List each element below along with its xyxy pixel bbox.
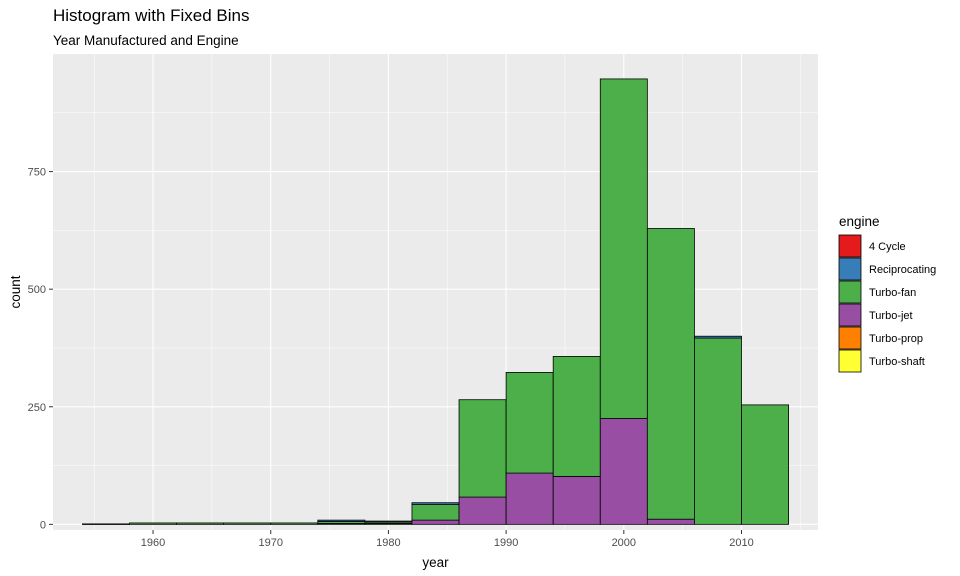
- chart-title: Histogram with Fixed Bins: [53, 6, 250, 25]
- bar-segment: [599, 78, 648, 419]
- bar-segment: [82, 523, 130, 525]
- legend-label-4-cycle: 4 Cycle: [869, 241, 906, 253]
- legend-label-reciprocating: Reciprocating: [869, 264, 936, 276]
- x-axis-title: year: [422, 555, 449, 570]
- x-tick-label: 2010: [729, 537, 753, 549]
- bar-segment: [646, 518, 695, 525]
- x-axis: 1960 1970 1980 1990 2000 2010: [141, 530, 754, 549]
- bar-segment: [552, 356, 601, 477]
- legend-key-turbo-jet: [838, 303, 862, 327]
- legend-key-4-cycle: [838, 234, 862, 258]
- bar-segment: [411, 504, 460, 521]
- bar-segment: [129, 522, 177, 525]
- histogram-bars: [82, 78, 789, 525]
- legend-key-reciprocating: [838, 257, 862, 281]
- bar-segment: [505, 472, 554, 525]
- legend-label-turbo-jet: Turbo-jet: [869, 310, 913, 322]
- bar-segment: [694, 337, 742, 525]
- legend-key-turbo-shaft: [838, 349, 862, 373]
- y-axis-title: count: [8, 275, 23, 308]
- legend-key-turbo-prop: [838, 326, 862, 350]
- legend-items: 4 Cycle Reciprocating Turbo-fan Turbo-jet Tu…: [838, 234, 936, 373]
- bar-segment: [364, 520, 413, 523]
- y-axis: 0 250 500 750: [28, 167, 53, 531]
- legend-label-turbo-shaft: Turbo-shaft: [869, 356, 925, 368]
- bar-segment: [176, 522, 225, 525]
- x-tick-label: 1990: [494, 537, 518, 549]
- legend: engine 4 Cycle Reciprocating Turbo-fan Turb…: [838, 214, 936, 373]
- legend-key-turbo-fan: [838, 280, 862, 304]
- chart-subtitle: Year Manufactured and Engine: [53, 33, 239, 48]
- bar-segment: [599, 418, 648, 525]
- bar-segment: [223, 522, 272, 525]
- legend-label-turbo-fan: Turbo-fan: [869, 287, 916, 299]
- bar-segment: [411, 519, 460, 525]
- legend-title: engine: [839, 214, 880, 229]
- x-tick-label: 1980: [376, 537, 400, 549]
- legend-label-turbo-prop: Turbo-prop: [869, 333, 923, 345]
- x-tick-label: 1960: [141, 537, 165, 549]
- bar-segment: [646, 228, 695, 520]
- bar-segment: [505, 372, 554, 474]
- bar-segment: [458, 496, 507, 525]
- y-tick-label: 0: [40, 519, 46, 531]
- x-tick-label: 2000: [612, 537, 636, 549]
- bar-segment: [411, 502, 460, 506]
- bar-segment: [458, 399, 507, 498]
- bar-segment: [741, 404, 789, 525]
- x-tick-label: 1970: [258, 537, 282, 549]
- bar-segment: [552, 475, 601, 525]
- bar-segment: [694, 335, 742, 339]
- y-tick-label: 250: [28, 402, 46, 414]
- y-tick-label: 750: [28, 167, 46, 179]
- bar-segment: [270, 522, 319, 525]
- y-tick-label: 500: [28, 284, 46, 296]
- bar-segment: [317, 519, 366, 522]
